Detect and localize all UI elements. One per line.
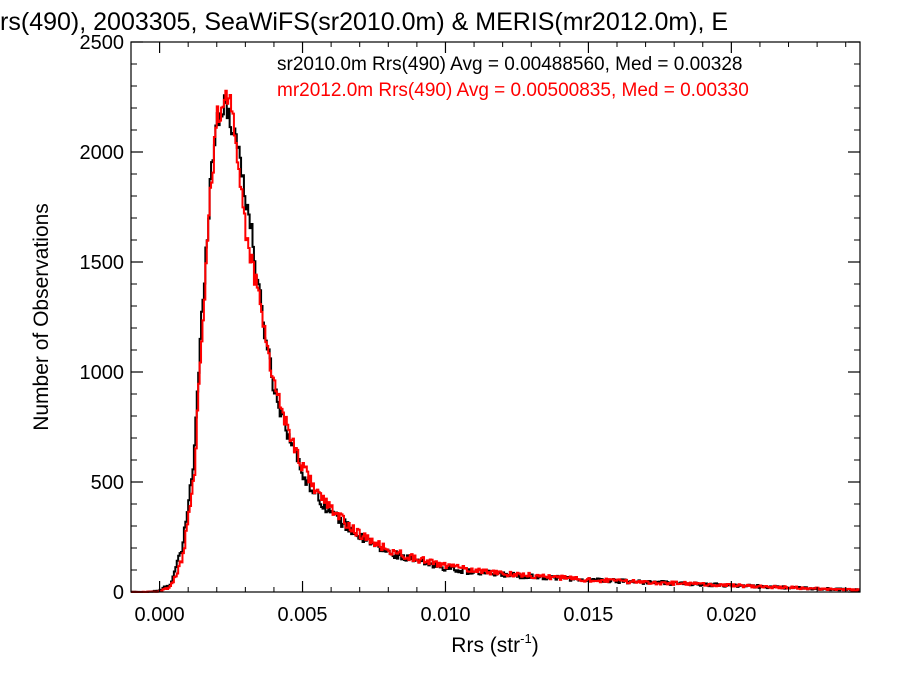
y-tick-label: 1000 xyxy=(80,362,125,384)
y-tick-label: 2000 xyxy=(80,142,125,164)
legend: sr2010.0m Rrs(490) Avg = 0.00488560, Med… xyxy=(277,54,749,101)
axes: 0.000 0.005 0.010 0.015 0.020 0 500 1000 1500 200… xyxy=(80,32,861,626)
x-tick-label: 0.015 xyxy=(563,604,613,626)
x-axis-label-close: ) xyxy=(532,634,539,657)
legend-entry-0: sr2010.0m Rrs(490) Avg = 0.00488560, Med… xyxy=(277,54,742,75)
y-axis-label: Number of Observations xyxy=(30,203,53,431)
legend-entry-1: mr2012.0m Rrs(490) Avg = 0.00500835, Med… xyxy=(277,80,749,101)
x-axis-label-main: Rrs (str xyxy=(451,634,520,657)
plot-area xyxy=(131,89,860,593)
x-axis-label: Rrs (str-1) xyxy=(451,631,538,657)
y-tick-label: 0 xyxy=(113,582,124,604)
plot-frame xyxy=(130,41,861,593)
series-line-1 xyxy=(131,89,860,593)
x-tick-label: 0.000 xyxy=(135,604,185,626)
x-tick-label: 0.005 xyxy=(277,604,327,626)
x-tick-label: 0.010 xyxy=(420,604,470,626)
x-tick-label: 0.020 xyxy=(706,604,756,626)
y-tick-label: 2500 xyxy=(80,32,125,54)
y-tick-label: 1500 xyxy=(80,252,125,274)
y-tick-label: 500 xyxy=(91,472,124,494)
x-axis-label-superscript: -1 xyxy=(520,631,532,646)
chart-title: Rrs(490), 2003305, SeaWiFS(sr2010.0m) & … xyxy=(0,8,728,36)
